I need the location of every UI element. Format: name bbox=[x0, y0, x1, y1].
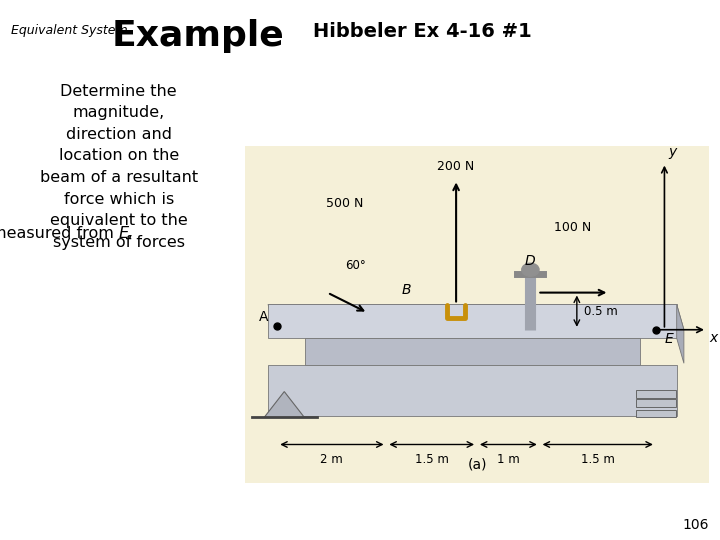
Text: Equivalent System: Equivalent System bbox=[11, 24, 127, 37]
Text: x: x bbox=[709, 332, 717, 346]
Text: 1 m: 1 m bbox=[497, 453, 520, 466]
Text: 100 N: 100 N bbox=[554, 220, 591, 233]
Text: (a): (a) bbox=[467, 457, 487, 471]
Text: 200 N: 200 N bbox=[438, 160, 474, 173]
Text: 0.5 m: 0.5 m bbox=[584, 305, 618, 318]
Text: E: E bbox=[665, 333, 673, 347]
Polygon shape bbox=[268, 305, 684, 329]
Polygon shape bbox=[268, 365, 677, 416]
Text: A: A bbox=[258, 309, 268, 323]
Text: y: y bbox=[668, 145, 676, 159]
Polygon shape bbox=[268, 305, 677, 338]
Text: E.: E. bbox=[119, 226, 134, 241]
Polygon shape bbox=[677, 305, 684, 363]
Text: D: D bbox=[525, 254, 535, 268]
Polygon shape bbox=[636, 390, 676, 398]
Circle shape bbox=[522, 263, 539, 276]
Polygon shape bbox=[636, 410, 676, 417]
Text: 106: 106 bbox=[683, 518, 709, 532]
Text: measured from: measured from bbox=[0, 226, 119, 241]
Polygon shape bbox=[264, 392, 305, 417]
Text: 2 m: 2 m bbox=[320, 453, 343, 466]
Text: 60°: 60° bbox=[345, 259, 365, 272]
Text: Hibbeler Ex 4-16 #1: Hibbeler Ex 4-16 #1 bbox=[313, 22, 532, 40]
Text: Determine the
magnitude,
direction and
location on the
beam of a resultant
force: Determine the magnitude, direction and l… bbox=[40, 84, 198, 250]
Text: 1.5 m: 1.5 m bbox=[415, 453, 449, 466]
Text: 1.5 m: 1.5 m bbox=[581, 453, 615, 466]
Text: Example: Example bbox=[112, 19, 284, 53]
Polygon shape bbox=[305, 338, 639, 365]
Polygon shape bbox=[636, 399, 676, 407]
Text: 500 N: 500 N bbox=[326, 197, 364, 210]
Text: B: B bbox=[402, 283, 411, 297]
FancyBboxPatch shape bbox=[245, 146, 709, 483]
